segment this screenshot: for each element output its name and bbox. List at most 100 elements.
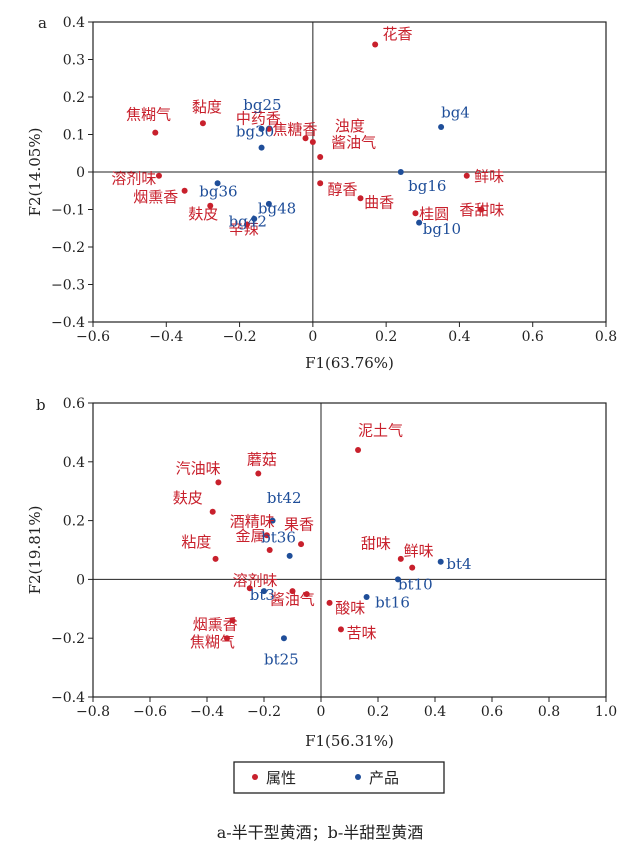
legend-label-product: 产品 xyxy=(369,769,399,787)
x-tick-label: 0.6 xyxy=(522,329,544,345)
attribute-point xyxy=(397,555,404,562)
x-tick-label: 0 xyxy=(317,704,326,720)
attribute-label: 汽油味 xyxy=(176,460,221,478)
attribute-label: 醇香 xyxy=(328,181,358,199)
attribute-point xyxy=(303,591,310,598)
product-point xyxy=(251,215,258,222)
legend-marker-product xyxy=(355,774,361,780)
x-tick-label: −0.4 xyxy=(190,704,224,720)
attribute-point xyxy=(309,139,316,145)
attribute-point xyxy=(337,626,344,633)
product-point xyxy=(363,594,370,601)
y-tick-label: 0.4 xyxy=(63,15,85,31)
attribute-point xyxy=(229,617,236,624)
product-point xyxy=(397,169,404,175)
attribute-point xyxy=(372,41,379,48)
product-point xyxy=(258,125,265,132)
attribute-label: 果香 xyxy=(284,515,314,533)
attribute-label: 焦糊气 xyxy=(126,106,171,124)
legend-box xyxy=(233,761,445,794)
panel-b-plot: −0.8 −0.6 −0.4 −0.2 0 0.2 0.4 0.6 0.8 1.0 0.6 0.4 0.… xyxy=(26,396,617,750)
attribute-point xyxy=(255,470,262,477)
attribute-point xyxy=(212,555,219,562)
product-label: bt16 xyxy=(375,593,410,611)
attribute-point xyxy=(463,172,470,179)
attribute-point xyxy=(317,154,324,160)
attribute-label: 苦味 xyxy=(347,624,377,642)
y-tick-label: 0.6 xyxy=(63,396,85,412)
panel-letter-b: b xyxy=(36,396,46,414)
product-label: bt25 xyxy=(264,651,299,669)
attribute-point xyxy=(289,588,296,595)
x-tick-label: −0.4 xyxy=(149,329,183,345)
product-point xyxy=(261,588,267,595)
attribute-point xyxy=(302,135,309,142)
attribute-label: 溶剂味 xyxy=(233,571,278,589)
attribute-point xyxy=(265,125,272,132)
product-label: bg30 xyxy=(236,122,274,140)
x-tick-label: 0 xyxy=(308,329,317,345)
attribute-label: 辛辣 xyxy=(229,220,259,238)
product-label: bg25 xyxy=(243,96,281,114)
panel-a-plot: −0.6 −0.4 −0.2 0 0.2 0.4 0.6 0.80.40.30.20.10−0… xyxy=(26,15,617,372)
y-tick-label: −0.1 xyxy=(51,203,85,219)
x-axis-title: F1(63.76%) xyxy=(305,354,394,372)
product-point xyxy=(394,576,401,583)
attribute-label: 烟熏香 xyxy=(133,188,178,206)
attribute-point xyxy=(409,564,416,571)
attribute-point xyxy=(317,180,324,187)
product-label: bt3 xyxy=(250,586,275,604)
legend: 属性 产品 xyxy=(233,761,445,794)
attribute-label: 粘度 xyxy=(181,533,211,551)
x-tick-label: 0.2 xyxy=(367,704,389,720)
attribute-label: 金属 xyxy=(236,527,266,545)
y-tick-label: 0.4 xyxy=(63,455,85,471)
attribute-point xyxy=(266,547,273,553)
attribute-label: 鲜味 xyxy=(404,542,434,560)
panel-letter-a: a xyxy=(38,14,47,32)
x-tick-label: 0.8 xyxy=(538,704,560,720)
x-tick-label: −0.8 xyxy=(76,704,110,720)
x-tick-label: 1.0 xyxy=(595,704,617,720)
attribute-point xyxy=(209,508,216,515)
attribute-point xyxy=(355,447,362,454)
product-point xyxy=(438,124,445,130)
product-point xyxy=(416,219,423,226)
y-axis-title: F2(14.05%) xyxy=(26,128,44,217)
y-tick-label: 0.2 xyxy=(63,514,85,530)
y-tick-label: −0.4 xyxy=(51,690,85,706)
product-point xyxy=(437,558,444,565)
attribute-label: 焦糊气 xyxy=(190,633,235,651)
attribute-label: 蘑菇 xyxy=(247,451,277,469)
attribute-point xyxy=(326,599,333,606)
y-tick-label: −0.4 xyxy=(51,315,85,331)
y-tick-label: −0.2 xyxy=(51,240,85,256)
attribute-label: 甜味 xyxy=(361,535,391,553)
attribute-point xyxy=(246,585,253,592)
attribute-point xyxy=(152,129,159,136)
attribute-label: 麸皮 xyxy=(173,489,203,507)
attribute-point xyxy=(199,120,206,127)
product-label: bg42 xyxy=(229,212,267,230)
product-point xyxy=(269,517,276,524)
x-tick-label: 0.2 xyxy=(375,329,397,345)
attribute-label: 麸皮 xyxy=(188,205,218,223)
attribute-point xyxy=(155,172,162,179)
attribute-label: 花香 xyxy=(382,25,412,43)
attribute-label: 焦糖香 xyxy=(273,121,318,139)
x-tick-label: 0.4 xyxy=(424,704,446,720)
product-label: bg36 xyxy=(199,182,237,200)
product-label: bg48 xyxy=(258,199,296,217)
product-label: bg10 xyxy=(423,220,461,238)
y-tick-label: 0.3 xyxy=(63,53,85,69)
attribute-point xyxy=(357,195,364,202)
attribute-point xyxy=(298,541,305,548)
x-tick-label: −0.6 xyxy=(76,329,110,345)
attribute-label: 鲜味 xyxy=(474,167,504,185)
x-tick-label: 0.4 xyxy=(448,329,470,345)
attribute-point xyxy=(223,635,230,642)
x-tick-label: 0.6 xyxy=(481,704,503,720)
x-tick-label: −0.6 xyxy=(133,704,167,720)
attribute-label: 浊度 xyxy=(335,117,365,135)
